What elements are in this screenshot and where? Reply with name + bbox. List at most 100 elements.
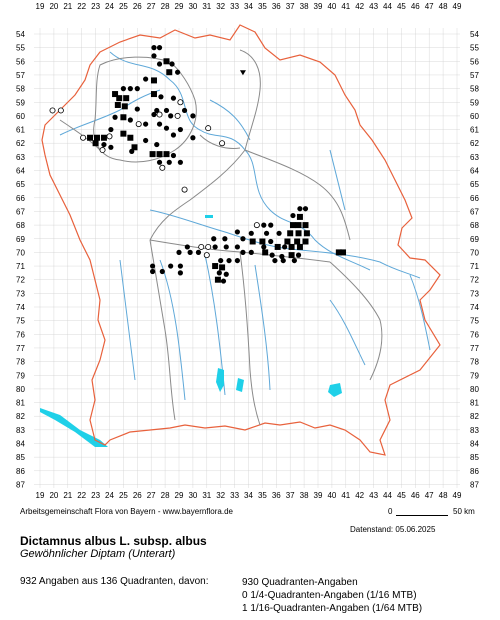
row-label: 63 — [16, 153, 25, 162]
column-label: 38 — [300, 2, 309, 11]
row-label: 67 — [16, 207, 25, 216]
filled-circle-marker — [218, 257, 224, 264]
square-marker — [121, 103, 128, 110]
filled-circle-marker — [187, 249, 193, 255]
credit-text: Arbeitsgemeinschaft Flora von Bayern - w… — [20, 507, 233, 516]
square-marker — [212, 263, 219, 270]
row-label: 73 — [16, 289, 25, 298]
row-label: 69 — [16, 235, 25, 244]
column-label: 47 — [425, 2, 434, 11]
column-label: 29 — [175, 2, 184, 11]
open-circle-marker — [177, 99, 184, 106]
square-marker — [123, 95, 130, 102]
column-label: 30 — [188, 2, 197, 11]
row-label: 75 — [470, 317, 479, 326]
filled-circle-marker — [129, 148, 135, 154]
open-circle-marker — [80, 134, 87, 141]
row-label: 69 — [470, 235, 479, 244]
filled-circle-marker — [168, 263, 174, 269]
square-marker — [114, 101, 121, 108]
square-marker — [87, 134, 94, 141]
square-marker — [100, 134, 107, 141]
filled-circle-marker — [223, 271, 229, 277]
row-label: 84 — [16, 440, 25, 449]
filled-circle-marker — [143, 76, 149, 82]
filled-circle-marker — [295, 252, 302, 258]
column-label: 44 — [383, 2, 392, 11]
filled-circle-marker — [261, 244, 267, 250]
row-label: 65 — [16, 180, 25, 189]
open-circle-marker — [99, 147, 106, 154]
column-label: 38 — [300, 491, 309, 500]
row-label: 68 — [16, 221, 25, 230]
column-label: 20 — [49, 2, 58, 11]
stats-breakdown: 930 Quadranten-Angaben 0 1/4-Quadranten-… — [242, 576, 422, 615]
column-label: 28 — [161, 491, 170, 500]
filled-circle-marker — [170, 95, 177, 101]
row-label: 78 — [470, 358, 479, 367]
square-marker — [249, 238, 256, 245]
occurrence-markers — [49, 45, 347, 284]
column-label: 32 — [216, 491, 225, 500]
open-circle-marker — [159, 164, 166, 171]
column-label: 48 — [439, 2, 448, 11]
column-labels-top: 19 20 21 22 23 24 25 26 27 28 29 30 31 32 33 34 35 36 37 38… — [36, 2, 462, 11]
map-grid — [34, 28, 460, 488]
column-label: 21 — [63, 2, 72, 11]
column-label: 24 — [105, 491, 114, 500]
square-marker — [219, 264, 226, 271]
square-marker — [335, 249, 342, 256]
column-label: 36 — [272, 491, 281, 500]
row-label: 77 — [16, 344, 25, 353]
filled-circle-marker — [175, 69, 181, 75]
open-circle-marker — [253, 222, 260, 229]
row-label: 57 — [16, 71, 25, 80]
row-label: 62 — [470, 139, 479, 148]
state-border — [41, 24, 441, 456]
open-circle-marker — [57, 107, 64, 114]
square-marker — [288, 252, 295, 259]
scale-end-label: 50 km — [453, 507, 475, 516]
square-marker — [262, 249, 269, 256]
row-label: 58 — [470, 85, 479, 94]
row-label: 86 — [470, 467, 479, 476]
filled-circle-marker — [291, 257, 297, 264]
square-marker — [112, 91, 119, 98]
filled-circle-marker — [143, 121, 149, 127]
filled-circle-marker — [181, 107, 188, 114]
row-label: 57 — [470, 71, 479, 80]
square-marker — [284, 238, 291, 245]
column-labels-bottom: 19 20 21 22 23 24 25 26 27 28 29 30 31 32 33 34 35 36 37 38… — [36, 491, 462, 500]
filled-circle-marker — [177, 270, 183, 276]
row-label: 63 — [470, 153, 479, 162]
row-label: 74 — [470, 303, 479, 312]
column-label: 33 — [230, 2, 239, 11]
filled-circle-marker — [223, 244, 229, 250]
filled-circle-marker — [154, 107, 160, 114]
column-label: 42 — [355, 491, 364, 500]
column-label: 22 — [77, 2, 86, 11]
filled-circle-marker — [240, 249, 246, 255]
filled-circle-marker — [101, 141, 107, 148]
column-label: 27 — [147, 2, 156, 11]
filled-circle-marker — [240, 236, 246, 242]
row-label: 85 — [16, 453, 25, 462]
column-label: 43 — [369, 491, 378, 500]
filled-circle-marker — [151, 111, 157, 118]
row-label: 56 — [470, 57, 479, 66]
row-label: 87 — [470, 480, 479, 489]
column-label: 25 — [119, 491, 128, 500]
square-marker — [163, 151, 170, 158]
filled-circle-marker — [177, 263, 183, 269]
filled-circle-marker — [276, 230, 282, 236]
filled-circle-marker — [222, 236, 228, 242]
square-marker — [295, 222, 302, 229]
column-label: 48 — [439, 491, 448, 500]
square-marker — [127, 134, 134, 141]
filled-circle-marker — [127, 86, 133, 92]
filled-circle-marker — [280, 257, 286, 264]
column-label: 36 — [272, 2, 281, 11]
column-label: 19 — [36, 2, 45, 11]
column-label: 49 — [453, 491, 462, 500]
column-label: 19 — [36, 491, 45, 500]
